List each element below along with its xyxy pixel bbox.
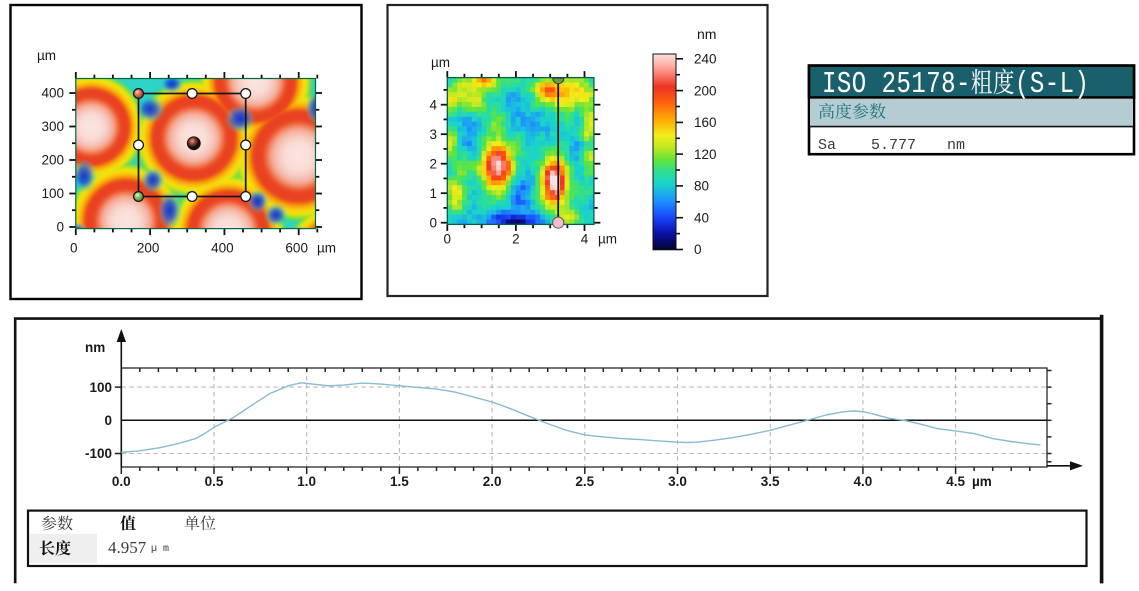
svg-text:200: 200 [41, 152, 64, 167]
svg-text:µm: µm [972, 474, 992, 489]
svg-text:µm: µm [37, 48, 56, 63]
svg-text:高度参数: 高度参数 [818, 98, 886, 123]
svg-text:4: 4 [581, 232, 589, 247]
svg-text:400: 400 [41, 85, 64, 100]
svg-text:4: 4 [429, 97, 437, 112]
svg-text:4.5: 4.5 [946, 474, 965, 489]
svg-text:单位: 单位 [184, 511, 216, 534]
svg-text:3.0: 3.0 [668, 474, 687, 489]
svg-text:2: 2 [429, 156, 437, 171]
svg-text:0: 0 [429, 215, 437, 230]
svg-text:0: 0 [444, 232, 452, 247]
svg-text:40: 40 [694, 210, 709, 225]
svg-text:5.777: 5.777 [871, 137, 916, 154]
svg-text:100: 100 [41, 186, 64, 201]
svg-text:100: 100 [89, 380, 112, 395]
svg-text:300: 300 [41, 119, 64, 134]
svg-text:长度: 长度 [39, 536, 71, 559]
svg-text:参数: 参数 [41, 511, 73, 534]
svg-text:4.0: 4.0 [854, 474, 873, 489]
svg-text:µm: µm [317, 241, 336, 256]
svg-text:ISO 25178-粗度(S-L): ISO 25178-粗度(S-L) [822, 62, 1089, 102]
svg-text:1.0: 1.0 [297, 474, 316, 489]
svg-text:0: 0 [694, 242, 702, 257]
svg-text:600: 600 [285, 241, 308, 256]
svg-text:0.5: 0.5 [205, 474, 224, 489]
svg-text:2.5: 2.5 [575, 474, 594, 489]
svg-text:240: 240 [694, 52, 717, 67]
svg-text:2.0: 2.0 [483, 474, 502, 489]
svg-text:160: 160 [694, 115, 717, 130]
svg-text:1: 1 [429, 186, 437, 201]
svg-text:2: 2 [512, 232, 520, 247]
svg-text:µm: µm [598, 232, 617, 247]
svg-text:1.5: 1.5 [390, 474, 409, 489]
svg-text:200: 200 [137, 241, 160, 256]
svg-text:400: 400 [211, 241, 234, 256]
svg-text:4.957: 4.957 [108, 538, 147, 557]
svg-text:0: 0 [56, 219, 64, 234]
svg-text:nm: nm [697, 26, 716, 42]
svg-text:0: 0 [70, 241, 78, 256]
svg-text:nm: nm [947, 137, 965, 154]
svg-text:0: 0 [104, 413, 112, 428]
svg-text:80: 80 [694, 179, 709, 194]
svg-text:值: 值 [120, 511, 136, 534]
svg-text:3.5: 3.5 [761, 474, 780, 489]
svg-text:200: 200 [694, 83, 717, 98]
svg-text:nm: nm [85, 340, 105, 355]
svg-text:3: 3 [429, 127, 437, 142]
svg-text:Sa: Sa [818, 137, 836, 154]
svg-text:120: 120 [694, 147, 717, 162]
svg-text:µm: µm [431, 55, 450, 70]
svg-text:µ m: µ m [151, 544, 169, 555]
svg-text:0.0: 0.0 [112, 474, 131, 489]
svg-text:-100: -100 [85, 446, 112, 461]
